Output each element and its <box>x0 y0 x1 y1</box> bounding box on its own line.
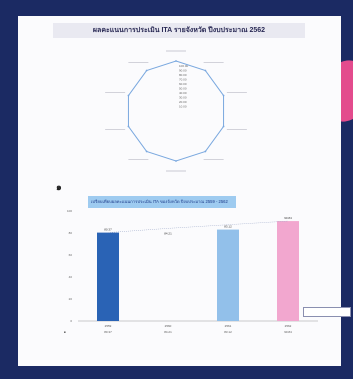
trend-line <box>107 220 289 233</box>
page-title: ผลคะแนนการประเมิน ITA รายจังหวัด ปีงบประ… <box>53 23 305 38</box>
radar-scale-label: 100.00 <box>179 64 189 68</box>
radar-point <box>204 69 207 72</box>
y-tick-label: 60 <box>69 253 73 257</box>
radar-point <box>222 125 225 128</box>
radar-scale-label: 30.00 <box>179 96 187 100</box>
radar-point <box>145 150 148 153</box>
radar-point <box>145 69 148 72</box>
radar-point <box>204 150 207 153</box>
bar-2559 <box>97 232 119 321</box>
radar-scale-label: 90.00 <box>179 69 187 73</box>
data-tooltip <box>303 307 351 317</box>
section-marker: ๑ <box>56 182 62 192</box>
radar-scale-label: 80.00 <box>179 73 187 77</box>
table-row-label: ■ <box>64 330 66 334</box>
table-value: 80.37 <box>104 330 112 334</box>
radar-scale-label: 40.00 <box>179 91 187 95</box>
y-tick-label: 100 <box>67 209 72 213</box>
radar-scale-label: 70.00 <box>179 78 187 82</box>
table-value: 90.84 <box>284 330 292 334</box>
x-tick-label: 2560 <box>165 324 172 328</box>
x-tick-label: 2562 <box>285 324 292 328</box>
y-tick-label: 0 <box>70 319 72 323</box>
bar-value-label: 83.12 <box>224 225 232 229</box>
radar-point <box>127 125 130 128</box>
bar-value-label: 90.84 <box>284 216 292 220</box>
trend-value-label: 84.21 <box>164 231 172 235</box>
bar-2561 <box>217 229 239 321</box>
radar-point <box>175 160 177 162</box>
radar-scale-label: 50.00 <box>179 87 187 91</box>
table-value: 83.12 <box>224 330 232 334</box>
x-tick-label: 2561 <box>225 324 232 328</box>
y-tick-label: 40 <box>69 275 73 279</box>
radar-point <box>222 94 225 97</box>
bar-2562 <box>277 221 299 321</box>
document-page: ผลคะแนนการประเมิน ITA รายจังหวัด ปีงบประ… <box>18 16 351 366</box>
y-tick-label: 20 <box>69 297 73 301</box>
bar-chart: 100 80 60 40 20 0 80.37 2559 2560 83.12 2561 90.84… <box>64 209 318 334</box>
radar-scale-label: 20.00 <box>179 100 187 104</box>
bar-value-label: 80.37 <box>104 228 112 232</box>
y-tick-label: 80 <box>69 231 73 235</box>
radar-scale-label: 60.00 <box>179 82 187 86</box>
x-tick-label: 2559 <box>105 324 112 328</box>
radar-point <box>127 94 130 97</box>
radar-scale-label: 10.00 <box>179 105 187 109</box>
radar-chart: 100.0090.0080.0070.0060.0050.0040.0030.0… <box>105 50 247 172</box>
comparison-title: เปรียบเทียบผลคะแนนการประเมิน ITA ของจังห… <box>88 196 236 208</box>
radar-point <box>175 60 177 62</box>
table-value: 84.21 <box>164 330 172 334</box>
